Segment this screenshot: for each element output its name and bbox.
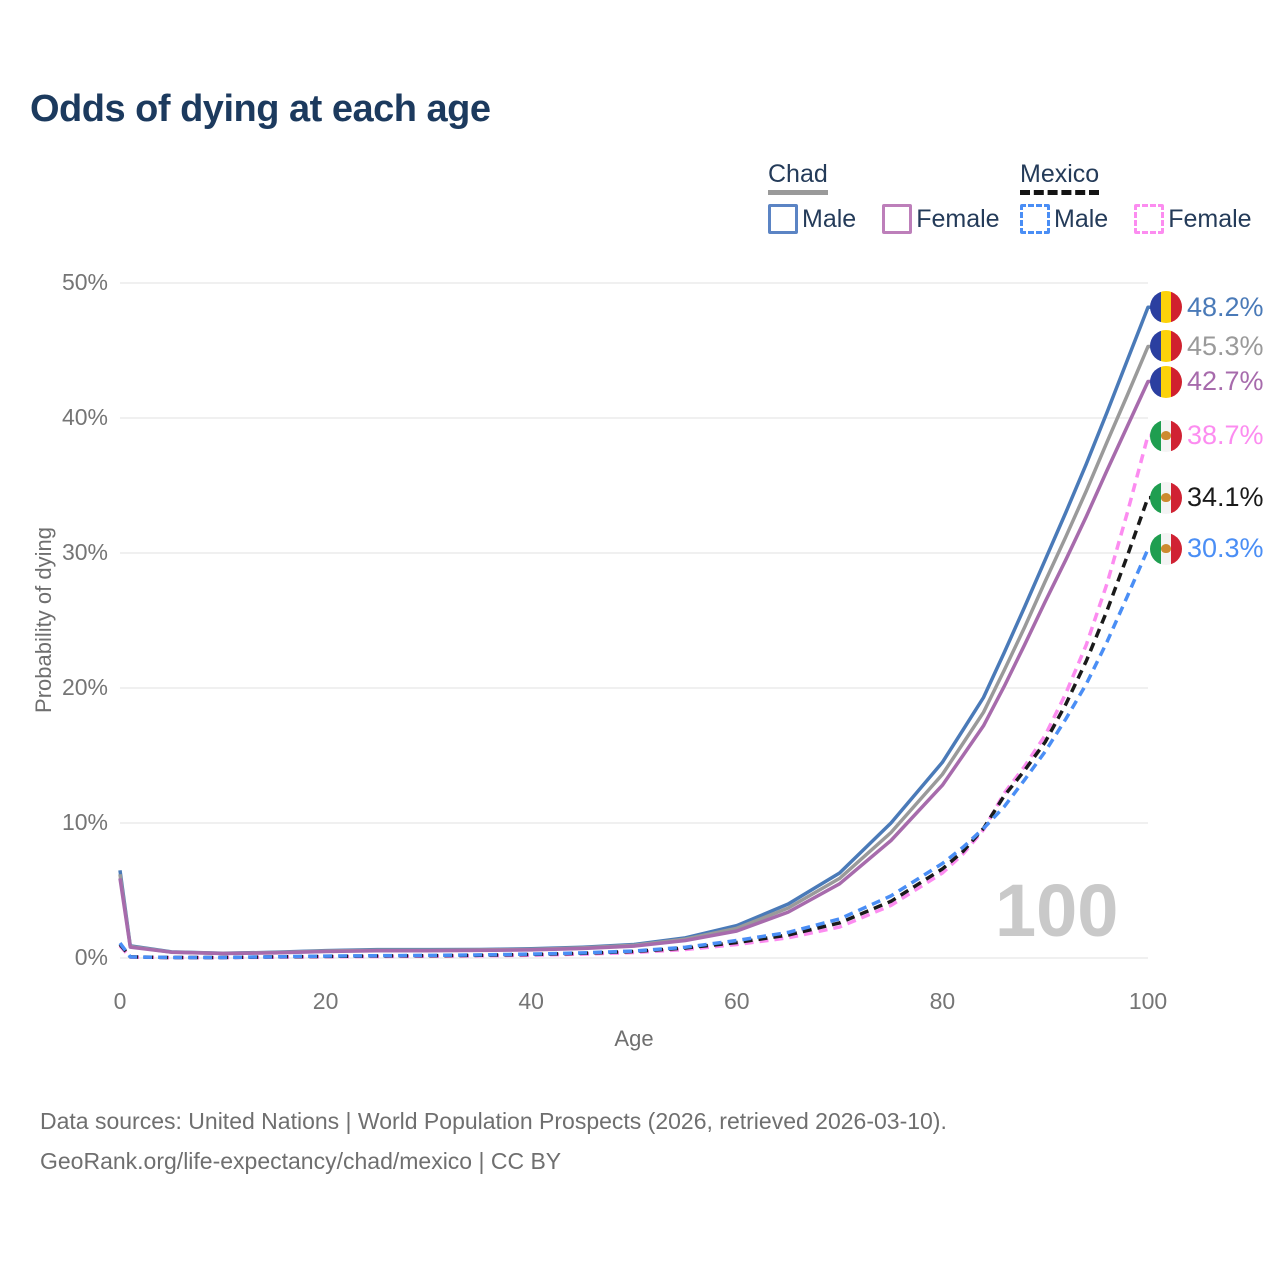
mexico-eagle-emblem bbox=[1161, 543, 1171, 553]
y-tick-label: 30% bbox=[61, 539, 108, 565]
x-tick-label: 20 bbox=[312, 988, 339, 1014]
legend-group-mexico: Mexico Male Female bbox=[1020, 160, 1252, 234]
end-label-chad-both-sexes: 45.3% bbox=[1150, 330, 1264, 363]
y-tick-label: 0% bbox=[74, 944, 108, 970]
mexico-flag-icon bbox=[1150, 481, 1182, 514]
chad-flag-icon bbox=[1150, 365, 1182, 398]
legend-item-label: Female bbox=[916, 204, 1000, 233]
end-label-value: 42.7% bbox=[1187, 366, 1264, 397]
page-title: Odds of dying at each age bbox=[30, 88, 491, 130]
end-label-chad-female: 42.7% bbox=[1150, 365, 1264, 398]
chad-female-swatch-icon bbox=[882, 204, 913, 234]
mexico-eagle-emblem bbox=[1161, 492, 1171, 502]
legend-item-label: Male bbox=[802, 204, 857, 233]
series-line-chad-male bbox=[118, 305, 1156, 956]
x-tick-label: 80 bbox=[929, 988, 956, 1014]
legend-header-mexico: Mexico bbox=[1020, 160, 1100, 195]
y-tick-label: 50% bbox=[61, 269, 108, 295]
legend-item-chad-female[interactable]: Female bbox=[882, 204, 1000, 234]
chad-flag-icon bbox=[1150, 330, 1182, 363]
x-axis-title: Age bbox=[614, 1026, 654, 1051]
age-watermark: 100 bbox=[995, 869, 1119, 952]
end-label-mexico-male: 30.3% bbox=[1150, 532, 1264, 565]
legend-item-label: Male bbox=[1054, 204, 1109, 233]
legend-row-chad: Male Female bbox=[768, 204, 1000, 234]
legend-group-chad: Chad Male Female bbox=[768, 160, 1000, 234]
y-tick-label: 20% bbox=[61, 674, 108, 700]
legend-item-label: Female bbox=[1168, 204, 1252, 233]
x-tick-label: 40 bbox=[518, 988, 544, 1014]
mexico-male-swatch-icon bbox=[1020, 204, 1050, 234]
legend-item-mexico-male[interactable]: Male bbox=[1020, 204, 1108, 234]
x-tick-label: 0 bbox=[113, 988, 127, 1014]
chad-male-swatch-icon bbox=[768, 204, 798, 234]
y-tick-label: 10% bbox=[61, 809, 108, 835]
mexico-flag-icon bbox=[1150, 419, 1182, 452]
series-line-chad-both-sexes bbox=[118, 344, 1156, 956]
end-label-chad-male: 48.2% bbox=[1150, 291, 1264, 324]
x-tick-label: 60 bbox=[724, 988, 750, 1014]
data-source-text: Data sources: United Nations | World Pop… bbox=[40, 1108, 947, 1134]
legend-item-chad-male[interactable]: Male bbox=[768, 204, 856, 234]
end-label-value: 45.3% bbox=[1187, 330, 1264, 361]
x-tick-label: 100 bbox=[1128, 988, 1168, 1014]
end-label-value: 38.7% bbox=[1187, 420, 1264, 451]
legend-header-chad: Chad bbox=[768, 160, 828, 195]
mexico-eagle-emblem bbox=[1161, 430, 1171, 440]
end-label-value: 48.2% bbox=[1187, 291, 1264, 322]
end-label-mexico-female: 38.7% bbox=[1150, 419, 1264, 452]
chad-flag-icon bbox=[1150, 291, 1182, 324]
end-label-value: 30.3% bbox=[1187, 533, 1264, 564]
mexico-female-swatch-icon bbox=[1134, 204, 1165, 234]
attribution-link: GeoRank.org/life-expectancy/chad/mexico … bbox=[40, 1148, 562, 1174]
y-tick-label: 40% bbox=[61, 404, 108, 430]
legend-row-mexico: Male Female bbox=[1020, 204, 1252, 234]
end-label-mexico-both-sexes: 34.1% bbox=[1150, 481, 1264, 514]
legend-item-mexico-female[interactable]: Female bbox=[1134, 204, 1252, 234]
end-label-value: 34.1% bbox=[1187, 482, 1264, 513]
mexico-flag-icon bbox=[1150, 532, 1182, 565]
